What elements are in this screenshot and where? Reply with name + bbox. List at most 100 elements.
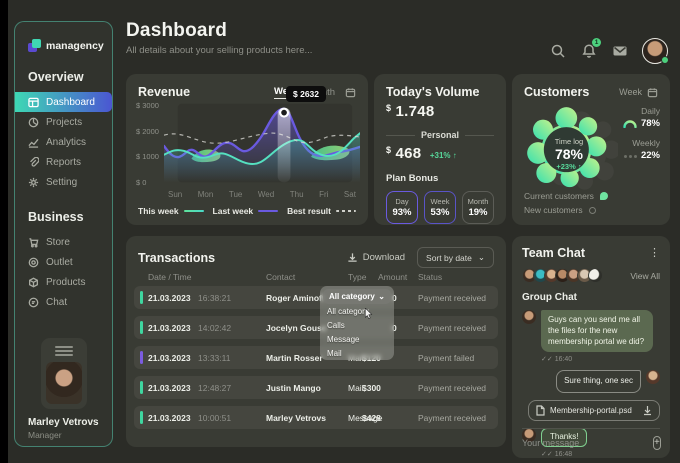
- dropdown-option-message[interactable]: Message: [327, 334, 360, 344]
- sidebar-item-chat[interactable]: Chat: [15, 292, 112, 312]
- dropdown-option-all-category[interactable]: All category: [327, 306, 369, 316]
- sidebar-item-outlet[interactable]: Outlet: [15, 252, 112, 272]
- plan-bonus-label: Plan Bonus: [386, 173, 439, 184]
- search-button[interactable]: [549, 42, 567, 60]
- customers-title: Customers: [524, 85, 590, 99]
- revenue-card: Revenue Week Month $ 3000$ 2000 $ 1000$ …: [126, 74, 368, 225]
- plan-box-day[interactable]: Day 93%: [386, 191, 418, 224]
- search-icon: [551, 44, 565, 58]
- analytics-icon: [28, 138, 39, 148]
- attach-button[interactable]: +: [653, 436, 661, 450]
- new-customers-label: New customers: [524, 205, 583, 215]
- legend-last-week: Last week: [212, 206, 254, 216]
- sidebar-item-label: Analytics: [46, 136, 87, 148]
- personal-delta: +31% ↑: [429, 151, 457, 160]
- sidebar: managency Overview Dashboard Projects An…: [14, 21, 113, 447]
- time-log-center: Time log 78% +23% ↑: [554, 137, 584, 171]
- products-icon: [29, 277, 38, 287]
- outlet-icon: [28, 257, 39, 267]
- projects-icon: [28, 117, 39, 127]
- daily-value: 78%: [640, 118, 660, 129]
- sidebar-item-analytics[interactable]: Analytics: [15, 132, 112, 152]
- best-result-swatch: [336, 210, 356, 212]
- member-avatar: [588, 268, 603, 283]
- personal-value: $ 468 +31% ↑: [386, 145, 457, 162]
- table-row: 21.03.2023 13:33:11 Martin Rosser Mail $1…: [134, 346, 498, 369]
- sort-dropdown[interactable]: Sort by date ⌄: [417, 247, 494, 268]
- section-title-business: Business: [28, 210, 84, 224]
- weekly-label: Weekly: [632, 138, 660, 148]
- this-week-swatch: [183, 210, 204, 212]
- chat-members-avatars[interactable]: [522, 268, 603, 283]
- highlight-bar: [277, 107, 291, 183]
- category-filter-dropdown: All category ⌄ All category Calls Messag…: [320, 286, 394, 360]
- team-chat-title: Team Chat: [522, 246, 585, 260]
- message-avatar: [522, 310, 536, 324]
- table-row: 21.03.2023 16:38:21 Roger Aminoff 0 Payme…: [134, 286, 498, 309]
- download-button[interactable]: Download: [347, 252, 405, 263]
- mail-icon: [613, 46, 627, 56]
- plan-box-month[interactable]: Month 19%: [462, 191, 494, 224]
- user-avatar[interactable]: [642, 38, 669, 64]
- sidebar-item-dashboard[interactable]: Dashboard: [15, 92, 112, 112]
- message-time: 16:40: [554, 356, 573, 364]
- row-accent: [140, 411, 143, 424]
- sidebar-item-setting[interactable]: Setting: [15, 172, 112, 192]
- store-icon: [29, 237, 39, 247]
- file-attachment[interactable]: Membership-portal.psd: [528, 400, 660, 422]
- sidebar-item-products[interactable]: Products: [15, 272, 112, 292]
- read-checks-icon: ✓✓: [541, 450, 553, 458]
- sidebar-item-label: Dashboard: [46, 96, 95, 108]
- cursor-pointer-icon: [365, 308, 373, 319]
- chevron-down-icon: ⌄: [378, 292, 385, 301]
- profile-card[interactable]: [40, 338, 87, 409]
- transactions-card: Transactions Download Sort by date ⌄ Dat…: [126, 236, 506, 447]
- calendar-icon[interactable]: [345, 87, 356, 98]
- this-week-area: [164, 133, 360, 183]
- revenue-chart[interactable]: [162, 98, 362, 188]
- volume-card: Today's Volume $ 1.748 Personal $ 468 +3…: [374, 74, 506, 225]
- team-chat-card: Team Chat ⋮ View All Group Chat Guys can…: [512, 236, 670, 458]
- managency-logo-icon: [28, 39, 41, 52]
- sidebar-item-reports[interactable]: Reports: [15, 152, 112, 172]
- sidebar-item-store[interactable]: Store: [15, 232, 112, 252]
- profile-photo: [45, 362, 82, 404]
- customers-card: Customers Week: [512, 74, 670, 225]
- read-checks-icon: ✓✓: [541, 356, 553, 364]
- group-chat-label: Group Chat: [522, 292, 577, 303]
- dropdown-option-calls[interactable]: Calls: [327, 320, 345, 330]
- chat-icon: [28, 297, 39, 307]
- customers-period[interactable]: Week: [619, 87, 658, 98]
- customers-stats: Daily 78% Weekly 22%: [622, 106, 660, 170]
- message-avatar: [646, 370, 660, 385]
- notifications-button[interactable]: 1: [580, 38, 601, 60]
- dropdown-option-mail[interactable]: Mail: [327, 348, 342, 358]
- sidebar-item-label: Projects: [46, 116, 83, 128]
- kebab-menu-icon[interactable]: ⋮: [649, 247, 660, 259]
- legend-best-result: Best result: [287, 206, 331, 216]
- plan-box-week[interactable]: Week 53%: [424, 191, 456, 224]
- sidebar-item-projects[interactable]: Projects: [15, 112, 112, 132]
- message-input[interactable]: [522, 438, 639, 448]
- current-customers-marker: [599, 192, 608, 200]
- message-bubble: Sure thing, one sec: [556, 370, 641, 394]
- dots-icon: [622, 150, 637, 161]
- customers-legend: Current customers New customers: [524, 187, 608, 215]
- sidebar-item-label: Store: [46, 236, 70, 248]
- current-customers-label: Current customers: [524, 191, 594, 201]
- page-subtitle: All details about your selling products …: [126, 45, 313, 56]
- menu-icon[interactable]: [54, 346, 73, 356]
- dashboard-icon: [28, 97, 39, 107]
- last-week-swatch: [258, 210, 279, 212]
- logo-text: managency: [46, 39, 104, 52]
- highlight-marker: [279, 107, 290, 118]
- messages-button[interactable]: [611, 42, 629, 60]
- revenue-tooltip: $ 2632: [286, 86, 326, 102]
- notification-badge: 1: [592, 38, 601, 47]
- download-icon: [644, 406, 651, 416]
- row-accent: [140, 351, 143, 364]
- view-all-link[interactable]: View All: [630, 270, 660, 281]
- volume-total: $ 1.748: [386, 103, 435, 120]
- chat-input-row: +: [522, 428, 661, 450]
- category-selected[interactable]: All category ⌄: [323, 289, 391, 304]
